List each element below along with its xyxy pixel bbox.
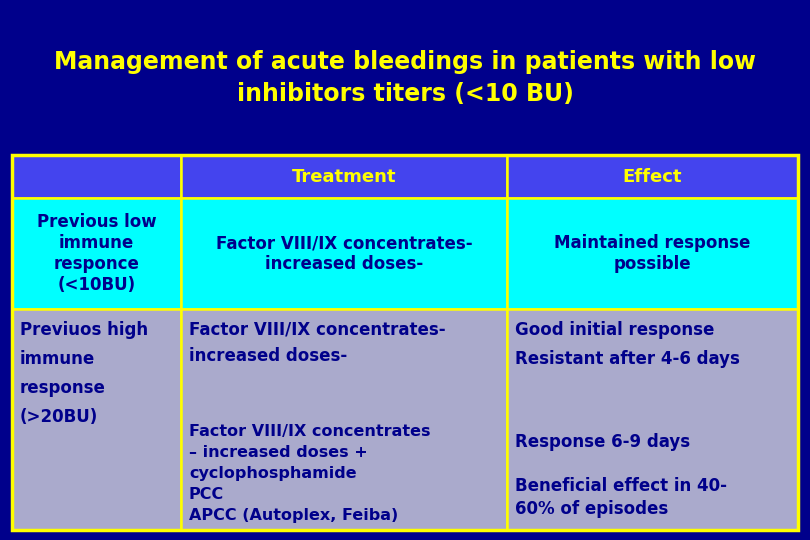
Text: Factor VIII/IX concentrates
– increased doses +
cyclophosphamide
PCC
APCC (Autop: Factor VIII/IX concentrates – increased … <box>189 424 430 523</box>
Bar <box>181 155 507 198</box>
Text: Maintained response
possible: Maintained response possible <box>554 234 751 273</box>
Text: Previous low
immune
responce
(<10BU): Previous low immune responce (<10BU) <box>36 213 156 294</box>
Bar <box>12 198 181 309</box>
Bar <box>181 198 507 309</box>
Text: Response 6-9 days: Response 6-9 days <box>515 433 690 451</box>
Text: Treatment: Treatment <box>292 167 396 186</box>
Text: Management of acute bleedings in patients with low
inhibitors titers (<10 BU): Management of acute bleedings in patient… <box>54 50 756 106</box>
Text: Beneficial effect in 40-
60% of episodes: Beneficial effect in 40- 60% of episodes <box>515 477 727 518</box>
Text: Good initial response
Resistant after 4-6 days: Good initial response Resistant after 4-… <box>515 321 740 368</box>
Bar <box>507 155 798 198</box>
Bar <box>507 309 798 530</box>
Text: Previuos high
immune
response
(>20BU): Previuos high immune response (>20BU) <box>20 321 148 427</box>
Bar <box>12 155 181 198</box>
Bar <box>12 309 181 530</box>
Bar <box>12 155 798 530</box>
Text: Factor VIII/IX concentrates-
increased doses-: Factor VIII/IX concentrates- increased d… <box>215 234 472 273</box>
Bar <box>507 198 798 309</box>
Text: Factor VIII/IX concentrates-
increased doses-: Factor VIII/IX concentrates- increased d… <box>189 321 446 365</box>
Bar <box>181 309 507 530</box>
Text: Effect: Effect <box>623 167 682 186</box>
